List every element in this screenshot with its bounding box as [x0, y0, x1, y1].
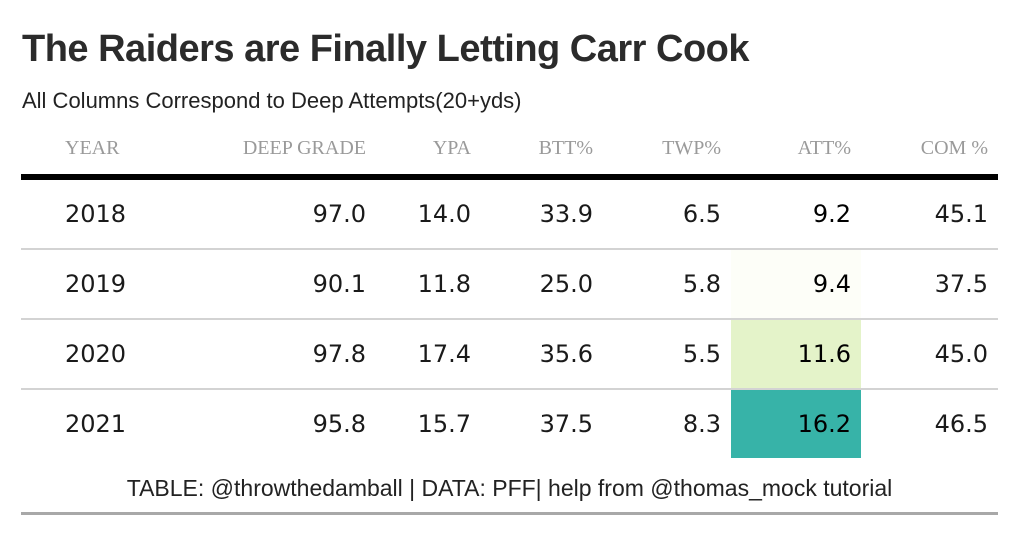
cell-btt: 35.6 [481, 319, 603, 390]
cell-deep-grade: 97.0 [176, 177, 376, 250]
data-table: YEAR DEEP GRADE YPA BTT% TWP% ATT% COM % 2018 9… [21, 122, 998, 458]
cell-deep-grade: 95.8 [312, 410, 366, 438]
cell-att: 16.2 [731, 389, 861, 458]
cell-ypa: 17.4 [376, 319, 481, 390]
cell-year: 2020 [21, 319, 176, 390]
cell-year: 2021 [65, 410, 127, 438]
table-row: 2021 95.8 15.7 37.5 8.3 16.2 46.5 [21, 389, 998, 458]
cell-com: 45.0 [861, 319, 998, 390]
table-row: 2020 97.8 17.4 35.6 5.5 11.6 45.0 [21, 319, 998, 390]
column-header-ypa: YPA [376, 122, 481, 180]
column-header-deep-grade: DEEP GRADE [176, 122, 376, 180]
table-title: The Raiders are Finally Letting Carr Coo… [22, 28, 750, 70]
cell-year: 2018 [21, 177, 176, 250]
column-header-com: COM % [861, 122, 998, 180]
cell-ypa: 14.0 [376, 177, 481, 250]
cell-year: 2019 [21, 249, 176, 320]
source-caption: TABLE: @throwthedamball | DATA: PFF| hel… [21, 458, 998, 515]
header-row: YEAR DEEP GRADE YPA BTT% TWP% ATT% COM % [21, 122, 998, 180]
cell-btt: 25.0 [481, 249, 603, 320]
table-body: 2018 97.0 14.0 33.9 6.5 9.2 45.1 2019 90.1 11.8 25… [21, 177, 998, 458]
column-header-twp: TWP% [603, 122, 731, 180]
cell-twp: 5.5 [603, 319, 731, 390]
cell-twp: 6.5 [603, 177, 731, 250]
cell-twp: 8.3 [682, 410, 721, 438]
cell-btt: 37.5 [539, 410, 593, 438]
cell-deep-grade: 90.1 [176, 249, 376, 320]
cell-btt: 33.9 [481, 177, 603, 250]
column-header-year: YEAR [21, 122, 176, 180]
cell-com: 37.5 [861, 249, 998, 320]
cell-ypa: 15.7 [417, 410, 471, 438]
cell-com: 45.1 [861, 177, 998, 250]
cell-att: 9.2 [731, 177, 861, 250]
cell-att: 11.6 [731, 319, 861, 390]
cell-ypa: 11.8 [376, 249, 481, 320]
table-row: 2019 90.1 11.8 25.0 5.8 9.4 37.5 [21, 249, 998, 320]
cell-com: 46.5 [934, 410, 988, 438]
cell-twp: 5.8 [603, 249, 731, 320]
table-subtitle: All Columns Correspond to Deep Attempts(… [22, 88, 522, 113]
cell-deep-grade: 97.8 [176, 319, 376, 390]
cell-att: 9.4 [731, 249, 861, 320]
table-row: 2018 97.0 14.0 33.9 6.5 9.2 45.1 [21, 177, 998, 250]
column-header-att: ATT% [731, 122, 861, 180]
column-header-btt: BTT% [481, 122, 603, 180]
